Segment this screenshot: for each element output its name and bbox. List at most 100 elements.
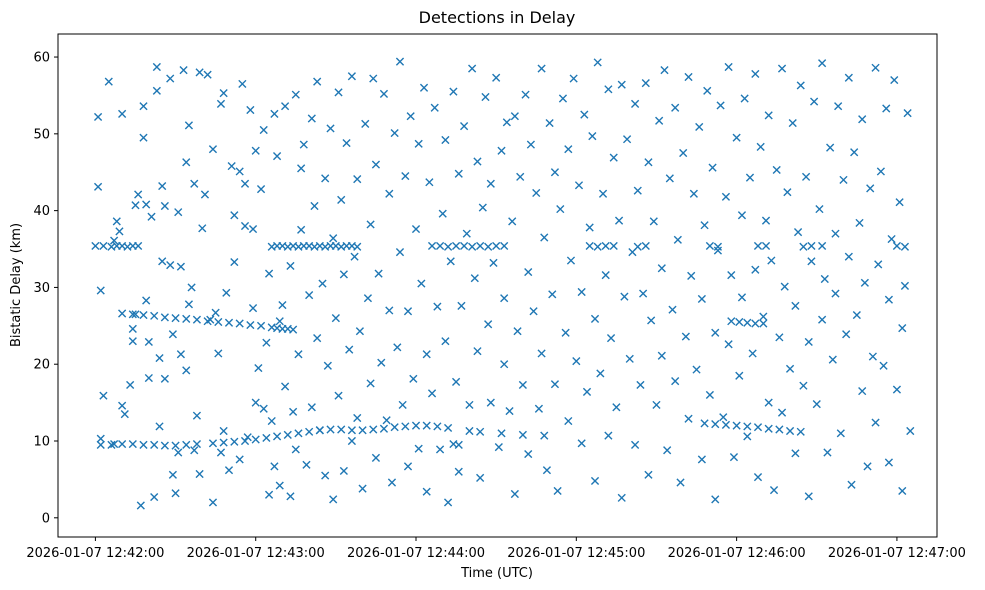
data-point (419, 83, 429, 92)
data-point (751, 265, 760, 274)
data-point (801, 172, 811, 181)
data-point (174, 208, 183, 217)
data-point (128, 337, 137, 346)
data-point (668, 305, 677, 314)
data-point (505, 406, 514, 416)
data-point (182, 158, 191, 167)
data-point (414, 444, 423, 453)
data-point (379, 89, 389, 98)
data-point (898, 324, 907, 333)
data-point (358, 426, 367, 435)
data-point (556, 204, 565, 214)
data-point (761, 216, 771, 225)
data-point (289, 407, 298, 416)
data-point (558, 94, 568, 103)
data-point (550, 168, 560, 177)
data-point (144, 373, 153, 383)
data-point (476, 241, 485, 251)
data-point (128, 310, 137, 319)
data-point (542, 466, 552, 475)
data-point (160, 313, 169, 322)
data-point (155, 422, 164, 431)
data-point (342, 138, 351, 148)
data-point (564, 145, 573, 154)
data-point (99, 391, 108, 400)
data-point (281, 382, 290, 391)
data-point (476, 427, 485, 436)
data-point (497, 146, 506, 155)
data-point (513, 327, 522, 336)
data-point (262, 433, 271, 443)
data-point (673, 235, 682, 244)
data-point (842, 330, 851, 339)
data-point (465, 426, 474, 436)
data-point (492, 241, 501, 251)
data-point (858, 386, 867, 396)
data-point (740, 94, 749, 103)
plot-frame (57, 33, 938, 538)
data-point (874, 260, 883, 269)
data-point (884, 295, 894, 304)
data-point (484, 242, 493, 251)
x-tick-label: 2026-01-07 12:47:00 (828, 546, 966, 561)
data-point (764, 111, 773, 120)
data-point (582, 387, 592, 396)
data-point (486, 179, 495, 188)
data-point (272, 152, 282, 161)
data-point (313, 334, 322, 343)
data-point (489, 258, 498, 267)
data-point (238, 79, 247, 89)
data-point (473, 157, 482, 166)
data-point (871, 63, 880, 72)
data-point (457, 301, 466, 310)
data-point (689, 189, 698, 198)
data-point (652, 400, 661, 410)
data-point (462, 229, 471, 238)
data-point (270, 462, 279, 471)
data-point (644, 158, 653, 167)
data-point (743, 422, 752, 431)
data-point (671, 377, 680, 386)
data-point (732, 133, 741, 142)
data-point (96, 434, 105, 443)
data-point (385, 189, 394, 198)
data-point (655, 116, 664, 125)
data-points (91, 57, 915, 510)
data-point (425, 178, 434, 187)
data-point (272, 432, 282, 441)
data-point (179, 65, 188, 75)
x-tick-label: 2026-01-07 12:44:00 (347, 546, 485, 561)
data-point (711, 328, 720, 337)
data-point (743, 318, 752, 327)
data-point (818, 241, 827, 251)
data-point (451, 377, 461, 386)
data-point (900, 281, 910, 290)
y-tick-label: 30 (33, 281, 50, 296)
data-point (289, 325, 298, 334)
data-point (176, 262, 185, 271)
data-point (254, 363, 263, 373)
data-point (799, 381, 808, 390)
data-point (192, 411, 202, 420)
data-point (240, 221, 250, 231)
data-point (390, 128, 399, 138)
data-point (593, 242, 602, 251)
data-point (131, 201, 140, 210)
data-point (355, 327, 365, 336)
data-point (818, 315, 827, 324)
data-point (815, 204, 824, 214)
data-point (580, 110, 589, 119)
data-point (548, 290, 557, 299)
data-point (540, 233, 549, 242)
data-point (128, 324, 137, 333)
data-point (305, 291, 314, 300)
data-point (785, 426, 795, 436)
data-point (387, 478, 397, 487)
data-point (882, 104, 891, 113)
data-point (753, 241, 763, 251)
data-point (99, 241, 108, 251)
data-point (502, 118, 511, 127)
data-point (777, 64, 787, 73)
data-point (264, 490, 274, 499)
